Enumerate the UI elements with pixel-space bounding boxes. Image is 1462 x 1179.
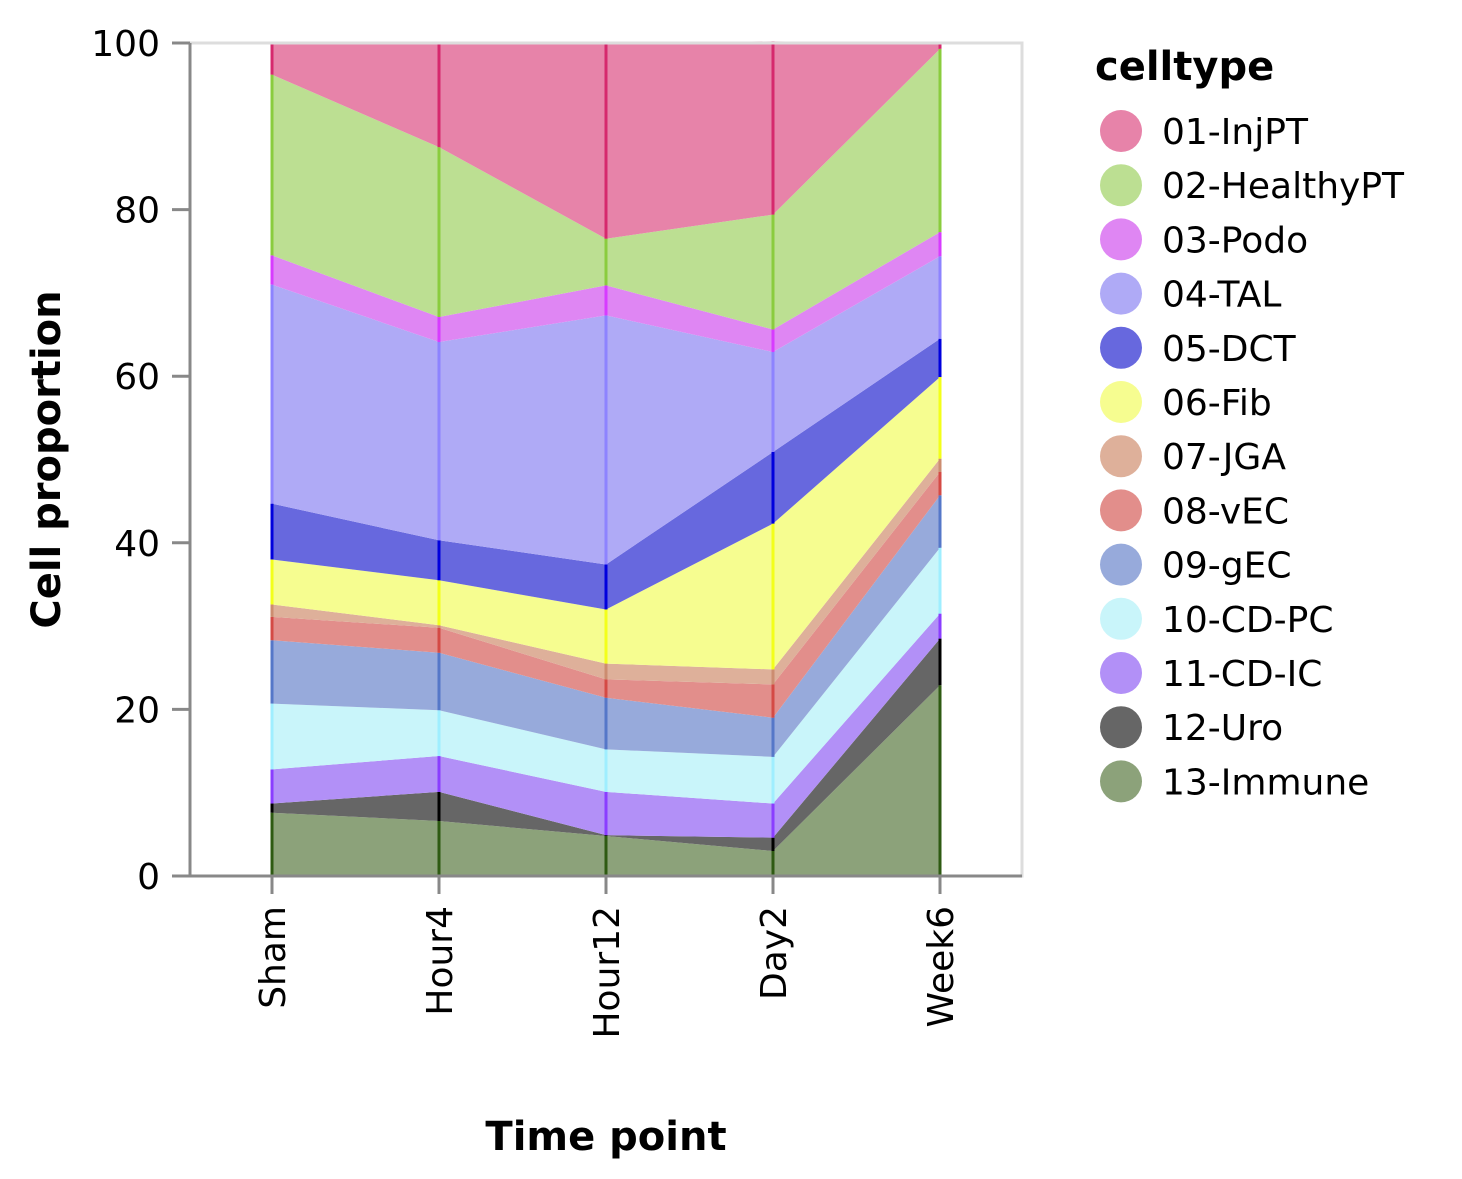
legend-swatch	[1100, 652, 1142, 694]
legend-swatch	[1100, 272, 1142, 315]
y-tick-label: 60	[114, 357, 160, 398]
legend-label: 13-Immune	[1162, 762, 1369, 803]
legend-item-04-tal: 04-TAL	[1100, 272, 1281, 316]
y-tick-label: 40	[114, 524, 160, 565]
legend-label: 01-InjPT	[1162, 112, 1309, 153]
legend-label: 10-CD-PC	[1162, 600, 1334, 641]
y-axis-title: Cell proportion	[24, 290, 70, 628]
x-tick-label: Hour4	[420, 906, 461, 1016]
legend-label: 05-DCT	[1162, 329, 1297, 370]
legend-swatch	[1100, 706, 1142, 749]
legend-swatch	[1100, 489, 1142, 532]
legend-swatch	[1100, 164, 1142, 207]
legend-item-06-fib: 06-Fib	[1100, 381, 1272, 424]
y-tick-label: 80	[114, 191, 160, 232]
legend-label: 03-Podo	[1162, 220, 1308, 261]
category-rules	[270, 41, 942, 876]
x-tick-label: Day2	[754, 906, 795, 1000]
legend-swatch	[1100, 597, 1142, 640]
legend-label: 12-Uro	[1162, 708, 1283, 749]
x-tick-label: Week6	[921, 906, 962, 1028]
legend-label: 11-CD-IC	[1162, 654, 1322, 695]
legend-item-10-cd-pc: 10-CD-PC	[1100, 597, 1334, 641]
legend-swatch	[1100, 218, 1142, 261]
legend-label: 02-HealthyPT	[1162, 166, 1405, 207]
y-tick-label: 20	[114, 690, 160, 731]
legend-swatch	[1100, 326, 1142, 369]
legend-items: 01-InjPT 02-HealthyPT 03-Podo 04-TAL 05-DCT 0…	[1100, 110, 1405, 803]
legend-swatch	[1100, 110, 1142, 152]
legend-item-07-jga: 07-JGA	[1100, 435, 1286, 478]
legend-item-11-cd-ic: 11-CD-IC	[1100, 652, 1322, 695]
x-tick-label: Hour12	[587, 906, 628, 1039]
legend-title: celltype	[1095, 44, 1274, 90]
legend-swatch	[1100, 543, 1142, 586]
legend-swatch	[1100, 435, 1142, 478]
legend-label: 06-Fib	[1162, 383, 1272, 424]
legend-item-09-gec: 09-gEC	[1100, 543, 1292, 587]
y-axis: 0 20 40 60 80 100	[91, 24, 192, 898]
y-tick-label: 100	[91, 24, 160, 65]
legend-item-02-healthypt: 02-HealthyPT	[1100, 164, 1405, 207]
legend-item-12-uro: 12-Uro	[1100, 706, 1283, 749]
x-axis: Sham Hour4 Hour12 Day2 Week6	[190, 874, 1022, 1039]
legend-item-03-podo: 03-Podo	[1100, 218, 1308, 261]
legend: celltype 01-InjPT 02-HealthyPT 03-Podo 04-T…	[1095, 44, 1405, 803]
legend-swatch	[1100, 381, 1142, 423]
legend-swatch	[1100, 760, 1142, 803]
legend-item-13-immune: 13-Immune	[1100, 760, 1369, 803]
legend-item-08-vec: 08-vEC	[1100, 489, 1289, 532]
legend-label: 09-gEC	[1162, 546, 1292, 587]
legend-item-01-injpt: 01-InjPT	[1100, 110, 1309, 153]
x-axis-title: Time point	[485, 1114, 726, 1160]
x-tick-label: Sham	[253, 906, 294, 1009]
legend-item-05-dct: 05-DCT	[1100, 326, 1297, 370]
legend-label: 08-vEC	[1162, 491, 1289, 532]
legend-label: 04-TAL	[1162, 275, 1281, 316]
y-tick-label: 0	[137, 857, 160, 898]
legend-label: 07-JGA	[1162, 437, 1286, 478]
